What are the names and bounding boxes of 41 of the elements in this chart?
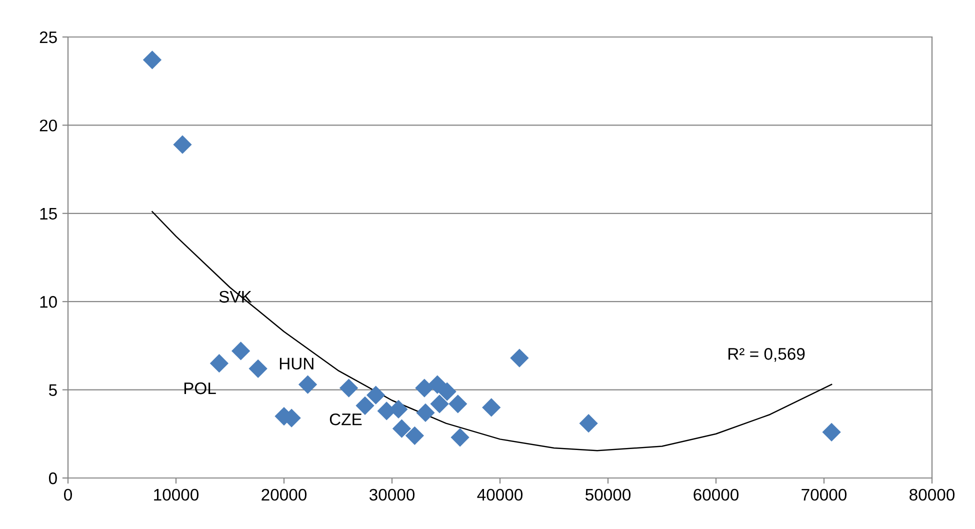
point	[173, 135, 192, 154]
x-tick-label: 0	[64, 488, 72, 501]
x-tick-label: 20000	[262, 488, 307, 501]
x-tick-label: 70000	[802, 488, 847, 501]
point	[579, 414, 598, 433]
x-tick-label: 60000	[694, 488, 739, 501]
point	[366, 386, 386, 404]
point	[438, 382, 456, 401]
point	[392, 419, 412, 438]
y-tick-label: 0	[48, 472, 57, 484]
y-tick-label: 20	[40, 120, 57, 132]
y-tick-label: 15	[40, 208, 57, 220]
annotation: POL	[184, 382, 216, 394]
point	[356, 396, 374, 415]
x-tick-label: 10000	[154, 488, 199, 501]
line-series	[152, 211, 832, 452]
point	[298, 375, 318, 394]
y-tick-label: 25	[40, 31, 57, 44]
point	[339, 378, 358, 398]
point	[416, 403, 435, 422]
y-tick-label: 10	[40, 296, 57, 308]
point	[210, 354, 229, 373]
point	[430, 394, 449, 414]
point	[822, 422, 841, 442]
annotation: HUN	[280, 358, 314, 370]
x-tick-label: 80000	[910, 488, 955, 501]
point	[448, 394, 468, 414]
y-tick-label: 5	[48, 384, 57, 396]
x-tick-label: 40000	[477, 488, 523, 501]
point	[248, 359, 268, 378]
x-tick-label: 50000	[585, 488, 631, 501]
point	[415, 378, 434, 398]
point	[510, 348, 529, 368]
point	[231, 342, 250, 360]
point	[142, 50, 162, 70]
x-tick-label: 30000	[369, 488, 415, 501]
annotation: R² = 0,569	[728, 348, 805, 362]
point	[482, 398, 501, 417]
point	[405, 426, 424, 445]
annotation: CZE	[330, 413, 362, 426]
point	[450, 428, 470, 447]
